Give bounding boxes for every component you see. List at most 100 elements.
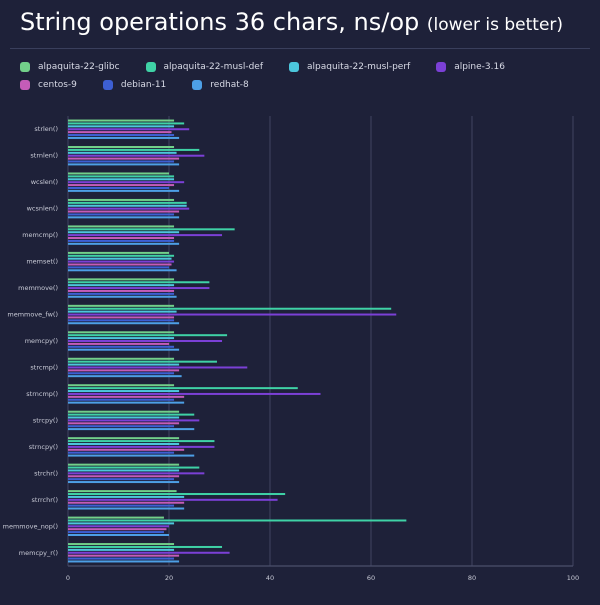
y-tick-label: memmove_nop() xyxy=(3,522,58,530)
bar xyxy=(68,451,175,454)
legend-label: alpaquita-22-musl-def xyxy=(163,62,264,72)
bar xyxy=(68,475,180,478)
title-row: String operations 36 chars, ns/op (lower… xyxy=(20,8,563,36)
bar xyxy=(68,401,185,404)
bar xyxy=(68,231,180,234)
bar xyxy=(68,128,190,131)
bar xyxy=(68,181,185,184)
y-tick-label: memcmp() xyxy=(22,231,58,239)
bar xyxy=(68,545,223,548)
bar xyxy=(68,551,230,554)
y-tick-label: strcmp() xyxy=(30,363,58,371)
bar xyxy=(68,416,180,419)
y-tick-label: strncpy() xyxy=(29,443,58,451)
bar xyxy=(68,445,215,448)
legend-item: redhat-8 xyxy=(192,80,249,90)
x-tick-label: 0 xyxy=(66,574,70,582)
bar xyxy=(68,481,180,484)
y-tick-label: strlen() xyxy=(34,125,58,133)
bar xyxy=(68,413,195,416)
bar xyxy=(68,348,180,351)
bar xyxy=(68,122,185,125)
bar xyxy=(68,304,175,307)
bar xyxy=(68,322,180,325)
bar xyxy=(68,533,169,536)
x-tick-label: 100 xyxy=(567,574,579,582)
bar xyxy=(68,478,175,481)
y-tick-label: memmove() xyxy=(18,284,58,292)
bar xyxy=(68,239,175,242)
separator xyxy=(10,48,590,49)
bar xyxy=(68,175,175,178)
bar xyxy=(68,395,185,398)
chart-subtitle: (lower is better) xyxy=(426,15,564,35)
bar xyxy=(68,342,169,345)
legend-swatch xyxy=(102,80,113,90)
bar xyxy=(68,178,175,181)
bar xyxy=(68,269,177,272)
legend-item: centos-9 xyxy=(20,80,77,90)
bar xyxy=(68,251,169,254)
bar xyxy=(68,463,180,466)
bar xyxy=(68,493,286,496)
legend-swatch xyxy=(145,62,156,72)
bar xyxy=(68,466,200,469)
bar xyxy=(68,507,185,510)
bar xyxy=(68,201,187,204)
bar xyxy=(68,331,175,334)
bar xyxy=(68,160,175,163)
bar xyxy=(68,284,175,287)
y-tick-label: memcpy() xyxy=(25,337,58,345)
bar xyxy=(68,548,175,551)
bar xyxy=(68,254,175,257)
bar xyxy=(68,428,195,431)
legend-label: alpine-3.16 xyxy=(454,62,505,72)
bar xyxy=(68,242,180,245)
bar xyxy=(68,237,175,240)
bar xyxy=(68,525,169,528)
bar xyxy=(68,287,210,290)
bar xyxy=(68,184,175,187)
bar xyxy=(68,134,175,137)
bar xyxy=(68,278,175,281)
bar xyxy=(68,186,169,189)
bar xyxy=(68,504,175,507)
bar xyxy=(68,263,172,266)
bar xyxy=(68,522,175,525)
bar xyxy=(68,319,175,322)
bar xyxy=(68,531,164,534)
bar xyxy=(68,357,175,360)
chart-title: String operations 36 chars, ns/op xyxy=(20,8,420,36)
bar xyxy=(68,228,235,231)
bar xyxy=(68,189,180,192)
bar xyxy=(68,372,175,375)
bar xyxy=(68,198,175,201)
bar xyxy=(68,136,180,139)
legend-label: alpaquita-22-glibc xyxy=(38,62,120,72)
legend-label: centos-9 xyxy=(38,80,77,90)
bar xyxy=(68,375,182,378)
bar xyxy=(68,234,223,237)
bar xyxy=(68,345,175,348)
legend-item: alpine-3.16 xyxy=(436,62,505,72)
legend-label: alpaquita-22-musl-perf xyxy=(307,62,411,72)
legend-swatch xyxy=(192,80,203,90)
bar xyxy=(68,216,180,219)
bar xyxy=(68,398,175,401)
y-tick-label: memset() xyxy=(26,258,58,266)
legend-item: alpaquita-22-glibc xyxy=(20,62,120,72)
bar xyxy=(68,501,185,504)
bar xyxy=(68,490,177,493)
bar xyxy=(68,469,180,472)
bar xyxy=(68,207,190,210)
bar xyxy=(68,289,175,292)
bar xyxy=(68,119,175,122)
bar xyxy=(68,543,175,546)
y-tick-label: memmove_fw() xyxy=(7,311,58,319)
bar xyxy=(68,172,169,175)
bar xyxy=(68,125,175,128)
bar xyxy=(68,557,175,560)
bar xyxy=(68,363,180,366)
bar xyxy=(68,307,392,310)
